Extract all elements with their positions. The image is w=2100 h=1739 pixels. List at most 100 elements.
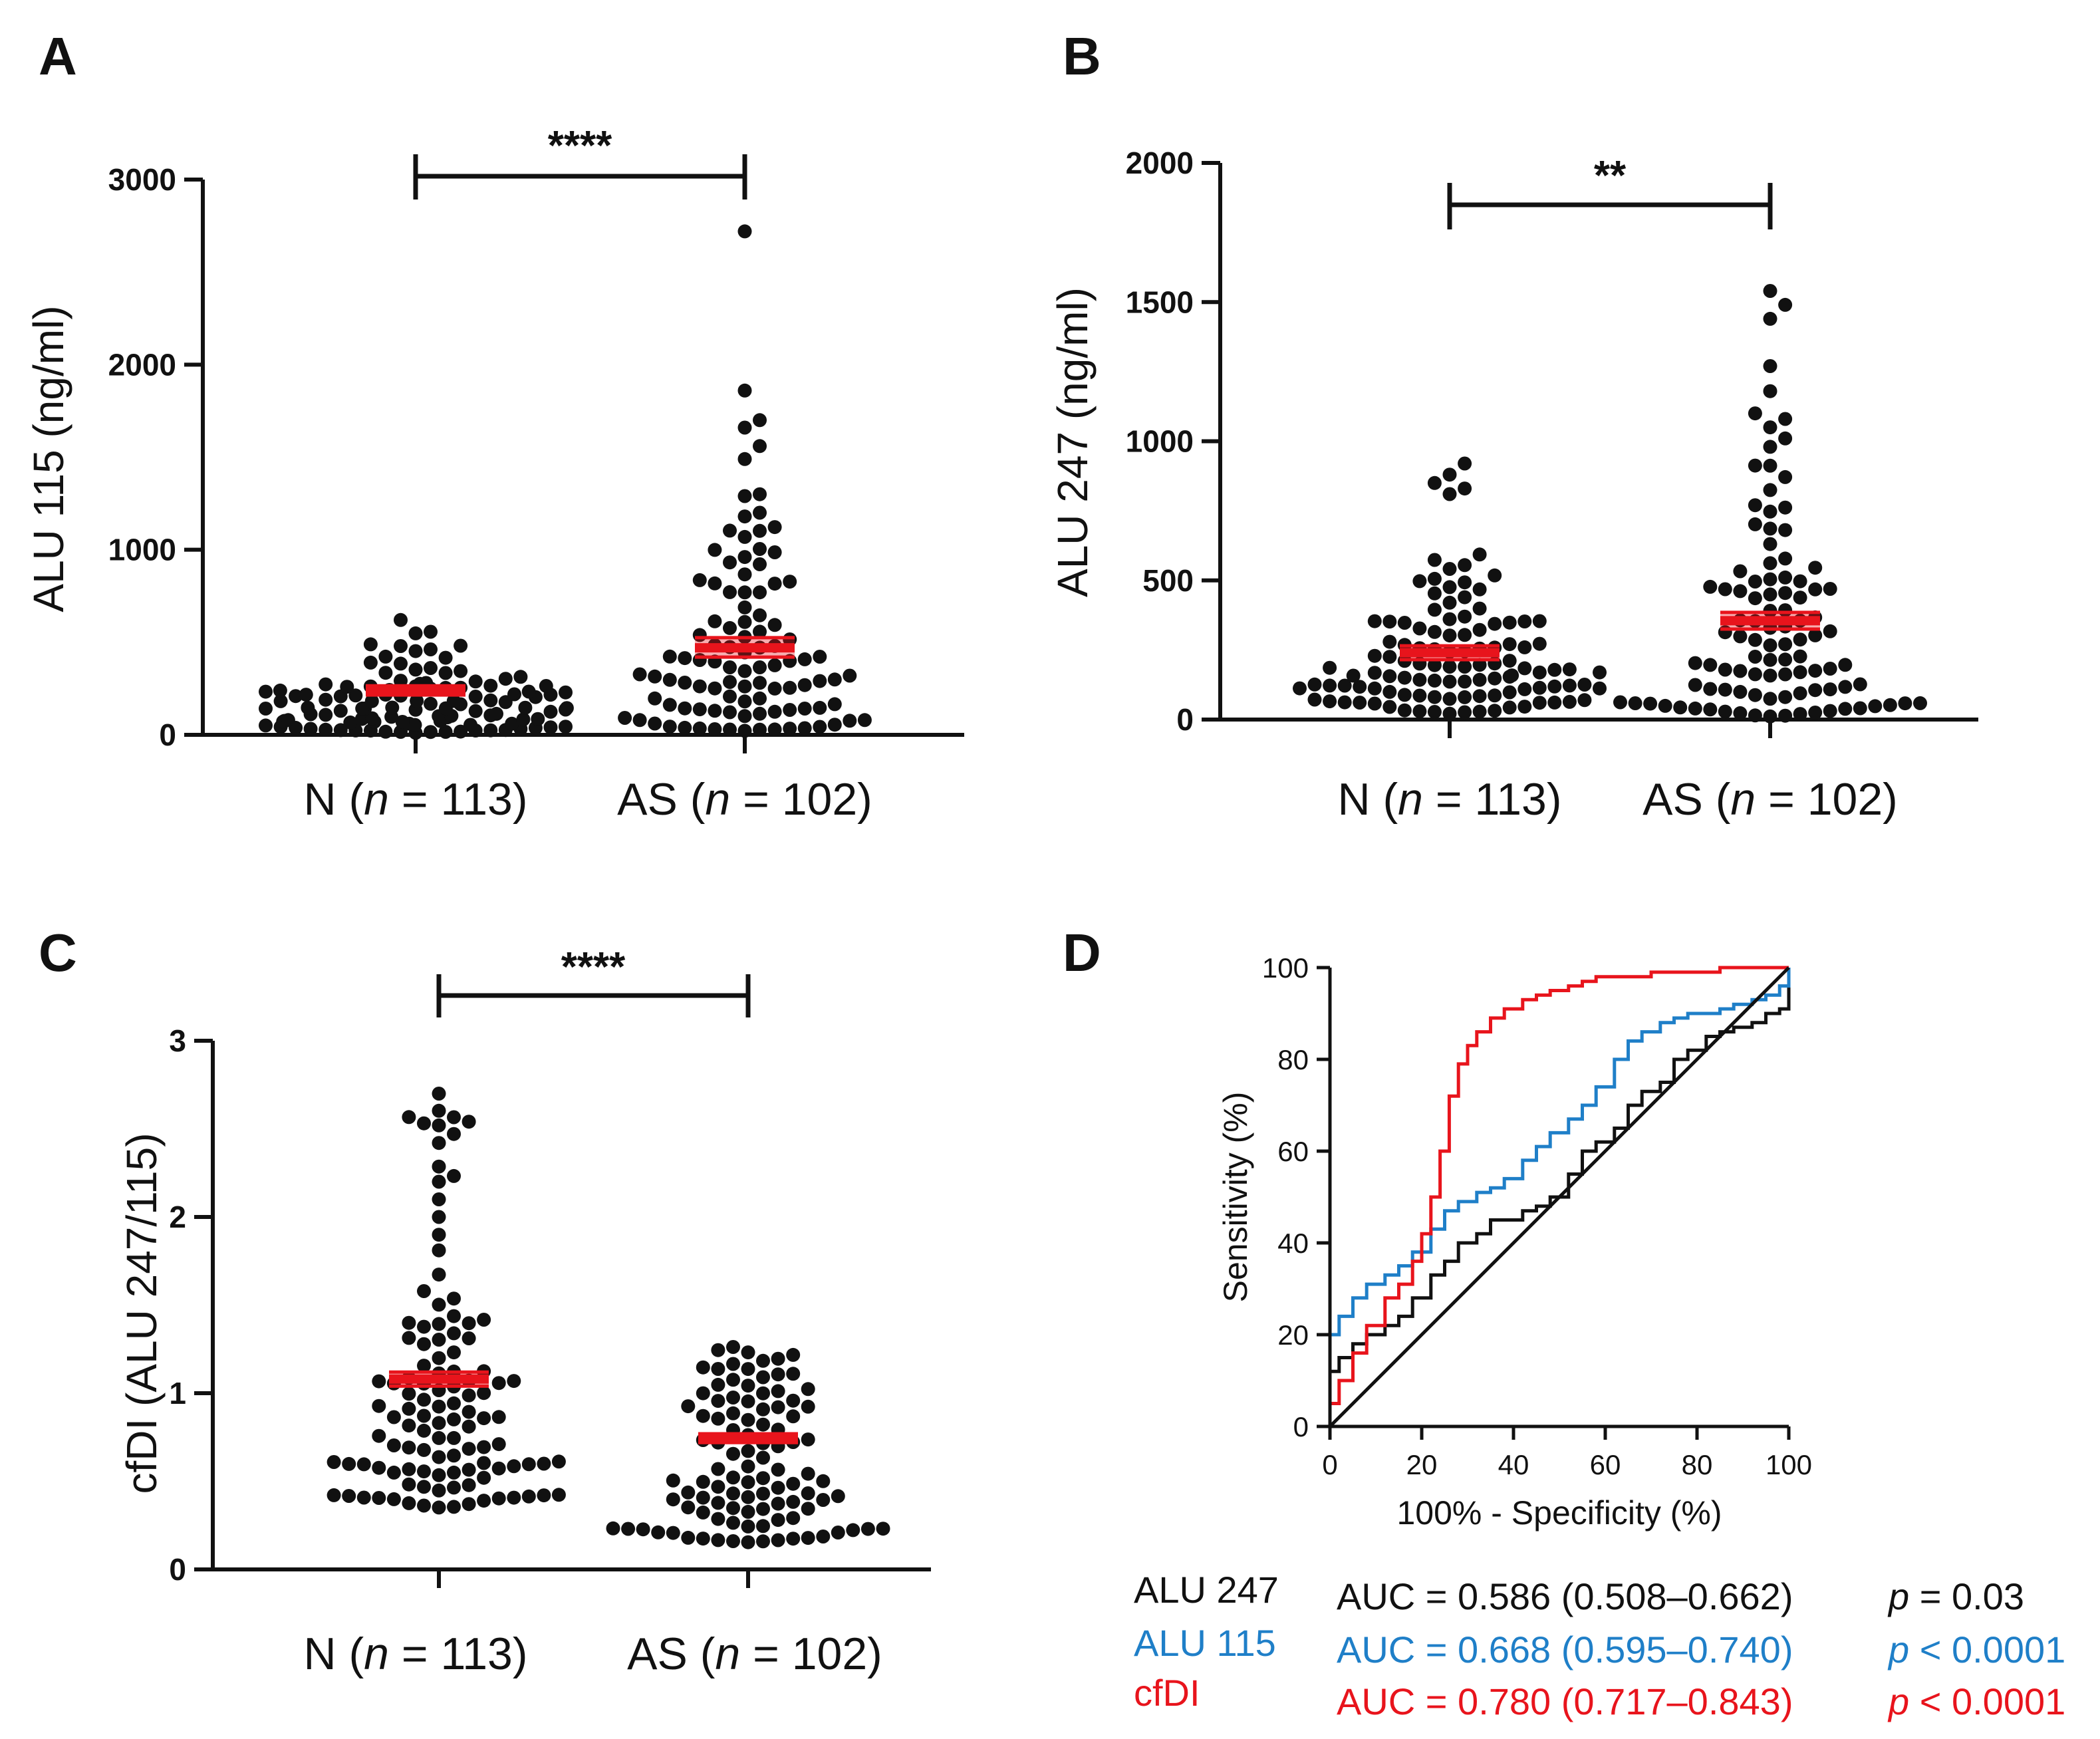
panel-a-dot-n — [394, 656, 408, 670]
panel-b-dot-as — [1808, 561, 1822, 575]
panel-b-dot-n — [1382, 685, 1396, 699]
panel-b-dot-as — [1748, 406, 1762, 420]
panel-c-dot-n — [447, 1500, 461, 1514]
panel-c-dot-as — [861, 1522, 875, 1536]
panel-d-xtick-label: 100 — [1766, 1449, 1812, 1480]
panel-b-dot-n — [1503, 700, 1517, 714]
panel-c-dot-n — [447, 1431, 461, 1445]
panel-b-dot-n — [1458, 674, 1472, 688]
panel-a-dot-as — [738, 664, 752, 678]
panel-b-dot-as — [1748, 498, 1762, 512]
panel-b-dot-as — [1838, 658, 1852, 672]
panel-a-dot-n — [439, 651, 453, 665]
panel-b-dot-n — [1458, 628, 1472, 642]
panel-a-dot-n — [394, 613, 408, 627]
panel-c-dot-n — [522, 1490, 536, 1504]
panel-a-dot-as — [618, 711, 632, 725]
panel-b-dot-as — [1703, 682, 1717, 696]
legend-auc-cfdi: AUC = 0.780 (0.717–0.843) — [1337, 1680, 1793, 1722]
panel-a-dot-as — [738, 724, 752, 737]
panel-c-dot-n — [402, 1331, 416, 1345]
panel-b-dot-as — [1613, 696, 1627, 710]
panel-a-dot-n — [259, 718, 273, 732]
panel-b-dot-n — [1398, 616, 1412, 630]
panel-a-dot-as — [663, 720, 677, 734]
panel-b-dot-as — [1718, 583, 1732, 597]
panel-a-dot-as — [708, 704, 722, 718]
panel-c-dot-as — [816, 1493, 830, 1507]
panel-a-cat-n: N (n = 113) — [303, 774, 527, 825]
panel-a-dot-as — [753, 413, 767, 427]
panel-c-dot-as — [621, 1522, 635, 1536]
panel-c-dot-n — [372, 1399, 386, 1413]
panel-a-dot-as — [693, 680, 707, 694]
panel-c-dot-as — [831, 1526, 845, 1539]
panel-b-dot-as — [1764, 668, 1777, 682]
panel-b-dot-n — [1368, 682, 1382, 696]
panel-b-ytick-label: 1000 — [1126, 424, 1194, 459]
panel-a-dot-n — [378, 650, 392, 664]
panel-label-b: B — [1063, 27, 1101, 86]
panel-b-dot-as — [1793, 591, 1807, 604]
panel-b-dot-as — [1764, 521, 1777, 535]
panel-b-ytick-label: 0 — [1176, 702, 1194, 737]
panel-c-dot-as — [741, 1505, 755, 1519]
panel-a-dot-n — [319, 693, 332, 707]
panel-b-dot-n — [1428, 674, 1442, 688]
panel-c-dot-n — [447, 1448, 461, 1462]
panel-b-dot-as — [1764, 312, 1777, 326]
panel-c-dot-as — [651, 1526, 665, 1539]
panel-b-dot-as — [1778, 412, 1792, 426]
panel-c-dot-n — [507, 1491, 521, 1505]
panel-c-dot-as — [771, 1513, 785, 1527]
panel-c-ytick-label: 2 — [169, 1200, 186, 1234]
panel-b-dot-n — [1473, 583, 1487, 597]
panel-b-dot-as — [1793, 665, 1807, 679]
panel-a-dot-as — [783, 681, 797, 695]
panel-a-significance: **** — [548, 123, 612, 169]
panel-c-dot-as — [801, 1467, 815, 1481]
panel-c-dot-n — [417, 1409, 431, 1423]
panel-b-dot-as — [1808, 706, 1822, 720]
panel-a-dot-as — [678, 721, 692, 735]
panel-a-dot-as — [753, 487, 767, 501]
panel-c-dot-as — [711, 1512, 725, 1526]
panel-c-dot-as — [726, 1391, 740, 1405]
panel-c-ytick-label: 1 — [169, 1376, 186, 1410]
panel-c-dot-as — [741, 1444, 755, 1458]
panel-b-dot-n — [1503, 686, 1517, 700]
panel-a-dot-n — [439, 666, 453, 680]
panel-a-dot-n — [378, 725, 392, 739]
panel-a-dot-as — [738, 601, 752, 614]
panel-a-dot-n — [507, 688, 521, 702]
panel-c-dot-as — [801, 1502, 815, 1516]
panel-a-dot-as — [768, 545, 782, 559]
panel-b-dot-n — [1412, 673, 1426, 687]
panel-c-dot-as — [726, 1470, 740, 1484]
panel-a-dot-n — [364, 637, 378, 651]
legend-auc-alu247: AUC = 0.586 (0.508–0.662) — [1337, 1575, 1793, 1617]
panel-b-dot-n — [1323, 694, 1337, 708]
panel-a-dot-n — [281, 713, 295, 727]
panel-c-dot-n — [372, 1429, 386, 1443]
panel-c-dot-n — [402, 1402, 416, 1416]
panel-d-ytick-label: 60 — [1277, 1136, 1309, 1167]
panel-c-dot-n — [432, 1484, 446, 1498]
panel-a-dot-as — [768, 682, 782, 696]
panel-a-dot-as — [768, 705, 782, 719]
panel-c-dot-n — [537, 1457, 551, 1471]
panel-b-dot-n — [1488, 688, 1502, 702]
panel-a-dot-n — [424, 642, 438, 656]
panel-b-dot-as — [1733, 664, 1747, 678]
panel-a-dot-n — [378, 666, 392, 680]
panel-b-dot-n — [1412, 622, 1426, 636]
panel-b-dot-n — [1577, 678, 1591, 692]
panel-c-dot-n — [447, 1326, 461, 1340]
panel-c-ytick-label: 3 — [169, 1023, 186, 1058]
panel-b-dot-as — [1898, 696, 1912, 710]
panel-c-dot-n — [432, 1210, 446, 1224]
panel-a-dot-as — [843, 669, 856, 683]
panel-c-dot-as — [756, 1519, 770, 1533]
panel-c-dot-n — [417, 1337, 431, 1351]
panel-b-dot-as — [1748, 517, 1762, 531]
